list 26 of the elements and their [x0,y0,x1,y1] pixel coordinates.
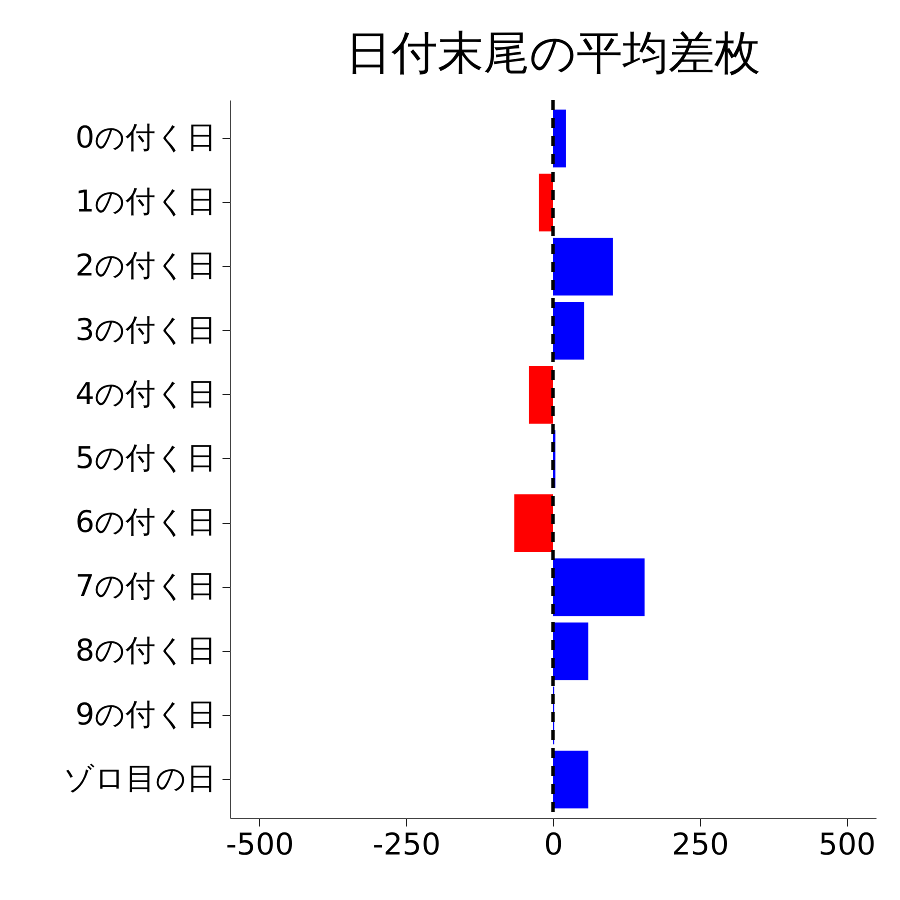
x-tick-label: 0 [544,828,564,862]
bar [553,622,588,680]
y-tick-label: ゾロ目の日 [64,762,216,797]
x-tick-label: -500 [226,828,294,862]
y-tick-label: 7の付く日 [75,569,216,604]
bar [553,750,588,808]
bar [553,238,613,296]
chart-title: 日付末尾の平均差枚 [346,25,760,80]
y-tick-label: 6の付く日 [75,505,216,540]
bar [528,366,553,424]
bar [553,558,645,616]
x-tick-label: 250 [672,828,729,862]
y-tick-label: 2の付く日 [75,248,216,284]
bar [538,174,553,232]
bar [553,110,566,168]
bar [514,494,553,552]
y-tick-label: 9の付く日 [75,697,216,732]
y-tick-label: 0の付く日 [75,120,216,156]
y-tick-label: 4の付く日 [75,376,216,412]
y-tick-label: 3の付く日 [75,312,216,348]
bar [553,302,584,360]
y-tick-label: 1の付く日 [75,184,216,220]
x-tick-label: -250 [372,828,441,862]
x-tick-label: 500 [818,828,876,862]
y-tick-label: 5の付く日 [75,441,216,476]
y-tick-label: 8の付く日 [75,633,216,668]
